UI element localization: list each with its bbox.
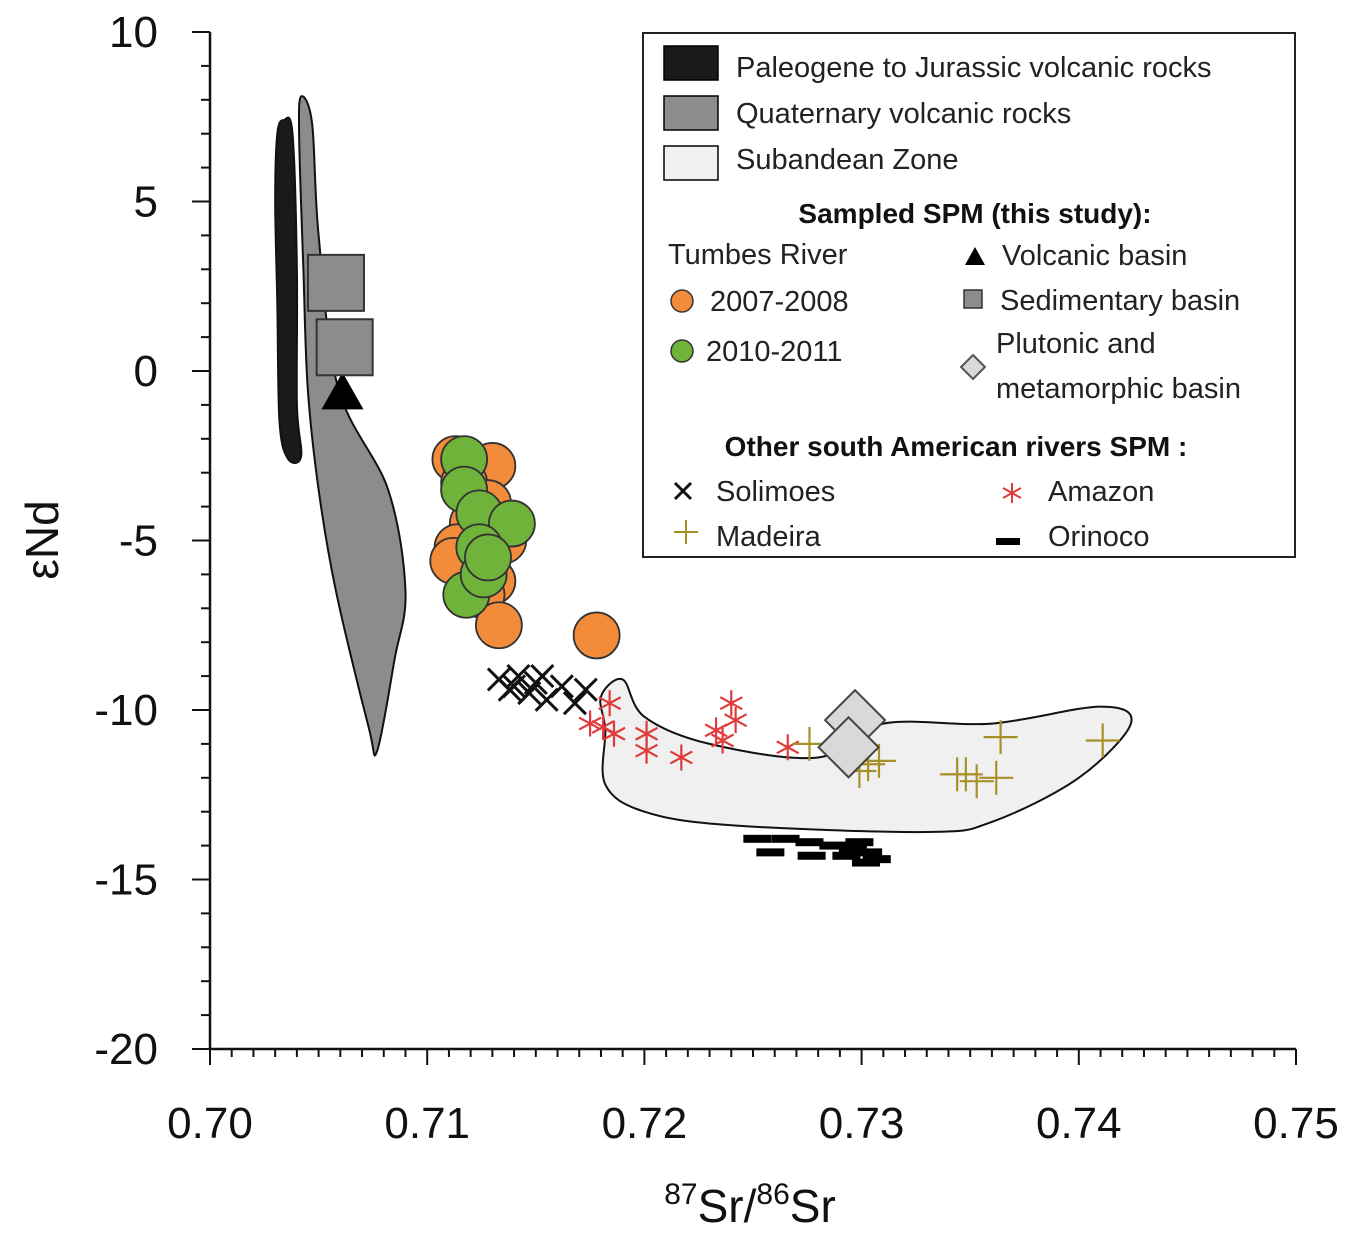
- y-tick-label: 10: [109, 8, 158, 57]
- x-tick-label: 0.70: [167, 1099, 253, 1148]
- legend-label-subandean: Subandean Zone: [736, 144, 959, 176]
- point-amazon-9: [711, 727, 735, 754]
- legend-label-plutonic-line1: Plutonic and: [996, 328, 1156, 360]
- legend-label-madeira: Madeira: [716, 521, 822, 553]
- x-tick-label: 0.72: [602, 1099, 688, 1148]
- tick-labels: 10 5 0 -5 -10 -15 -200.70 0.71 0.72 0.73 0.74 0.75: [94, 8, 1338, 1148]
- point-orinoco-4: [819, 841, 848, 850]
- point-amazon-7: [669, 744, 693, 771]
- y-tick-label: 0: [134, 347, 158, 396]
- point-orinoco-11: [862, 855, 891, 864]
- point-madeira-4: [861, 743, 896, 778]
- y-axis-title: εNd: [16, 500, 68, 579]
- legend-marker-solimoes: [673, 481, 693, 501]
- field-quaternary-volcanic-rocks: [297, 95, 407, 757]
- x-axis-title: 87Sr/86Sr: [664, 1178, 836, 1232]
- point-plutonic-and-metamorphic-basin-2: [817, 715, 880, 779]
- point-2010-2011-4: [488, 499, 536, 548]
- legend-swatch-quaternary: [663, 95, 719, 131]
- field-paleogene-to-jurassic-volcanic-rocks: [274, 116, 303, 464]
- point-sedimentary-basin-2: [315, 318, 374, 377]
- point-2010-2011-8: [464, 533, 512, 582]
- legend-marker-plutonic-basin: [959, 353, 987, 381]
- legend-heading-rivers: Other south American rivers SPM :: [725, 431, 1188, 462]
- legend-marker-madeira: [674, 520, 698, 544]
- point-orinoco-12: [845, 838, 874, 847]
- legend-marker-orinoco: [996, 538, 1020, 545]
- point-orinoco-8: [797, 851, 826, 860]
- x-tick-label: 0.73: [819, 1099, 905, 1148]
- point-solimoes-10: [549, 674, 574, 699]
- legend-swatch-subandean: [663, 145, 719, 181]
- legend-label-2010-2011: 2010-2011: [706, 336, 843, 368]
- point-solimoes-9: [502, 674, 527, 699]
- point-amazon-10: [719, 690, 743, 717]
- axes: [192, 31, 1297, 1065]
- point-madeira-9: [983, 720, 1018, 755]
- point-madeira-8: [979, 760, 1014, 795]
- legend: Paleogene to Jurassic volcanic rocks Qua…: [642, 32, 1296, 558]
- series-solimoes: [486, 664, 598, 716]
- legend-label-solimoes: Solimoes: [716, 476, 835, 508]
- legend-marker-volcanic-basin: [965, 247, 985, 265]
- point-orinoco-6: [854, 848, 883, 857]
- x-tick-label: 0.75: [1253, 1099, 1339, 1148]
- y-tick-label: -20: [94, 1025, 158, 1074]
- point-orinoco-2: [771, 834, 800, 843]
- legend-label-plutonic-line2: metamorphic basin: [996, 373, 1241, 405]
- legend-label-sedimentary-basin: Sedimentary basin: [1000, 285, 1240, 317]
- legend-heading-sampled: Sampled SPM (this study):: [798, 198, 1151, 229]
- x-axis-sup-87: 87: [664, 1178, 697, 1211]
- series-sedimentary-basin: [306, 253, 374, 377]
- point-amazon-1: [578, 710, 602, 737]
- point-2007-2008-11: [474, 601, 523, 650]
- legend-label-amazon: Amazon: [1048, 476, 1154, 508]
- point-amazon-6: [635, 737, 659, 764]
- point-2007-2008-12: [572, 611, 621, 660]
- series-plutonic-and-metamorphic-basin: [817, 688, 887, 779]
- legend-label-quaternary: Quaternary volcanic rocks: [736, 98, 1071, 130]
- legend-swatch-paleogene: [663, 45, 719, 81]
- point-amazon-4: [598, 690, 622, 717]
- y-tick-label: -5: [119, 517, 158, 566]
- legend-marker-amazon: [1002, 483, 1022, 503]
- point-orinoco-7: [756, 848, 785, 857]
- legend-label-paleogene: Paleogene to Jurassic volcanic rocks: [736, 52, 1212, 84]
- legend-marker-2010-2011: [670, 339, 694, 363]
- point-orinoco-5: [838, 844, 867, 853]
- series-volcanic-basin: [321, 372, 364, 410]
- legend-heading-tumbes: Tumbes River: [668, 239, 848, 271]
- legend-label-2007-2008: 2007-2008: [710, 286, 849, 318]
- series-orinoco: [743, 834, 891, 867]
- legend-marker-2007-2008: [670, 289, 694, 313]
- point-volcanic-basin-1: [321, 372, 364, 410]
- x-axis-sr-slash: Sr/: [698, 1180, 757, 1232]
- y-tick-label: -10: [94, 686, 158, 735]
- point-orinoco-3: [795, 838, 824, 847]
- point-sedimentary-basin-1: [306, 253, 365, 312]
- legend-marker-sedimentary-basin: [963, 289, 983, 309]
- x-tick-label: 0.71: [384, 1099, 470, 1148]
- point-orinoco-1: [743, 834, 772, 843]
- point-solimoes-11: [530, 664, 555, 689]
- point-amazon-3: [602, 720, 626, 747]
- point-madeira-7: [959, 764, 994, 799]
- x-axis-sup-86: 86: [756, 1178, 789, 1211]
- y-tick-label: 5: [134, 178, 158, 227]
- point-solimoes-7: [562, 691, 587, 716]
- x-tick-label: 0.74: [1036, 1099, 1122, 1148]
- legend-label-volcanic-basin: Volcanic basin: [1002, 240, 1187, 272]
- series-2010-2011: [440, 435, 536, 619]
- data-markers: [306, 253, 1120, 867]
- x-axis-sr: Sr: [790, 1180, 836, 1232]
- point-madeira-10: [1085, 723, 1120, 758]
- y-tick-label: -15: [94, 856, 158, 905]
- point-orinoco-9: [832, 851, 861, 860]
- legend-label-orinoco: Orinoco: [1048, 521, 1150, 553]
- point-amazon-11: [724, 707, 748, 734]
- point-solimoes-8: [573, 677, 598, 702]
